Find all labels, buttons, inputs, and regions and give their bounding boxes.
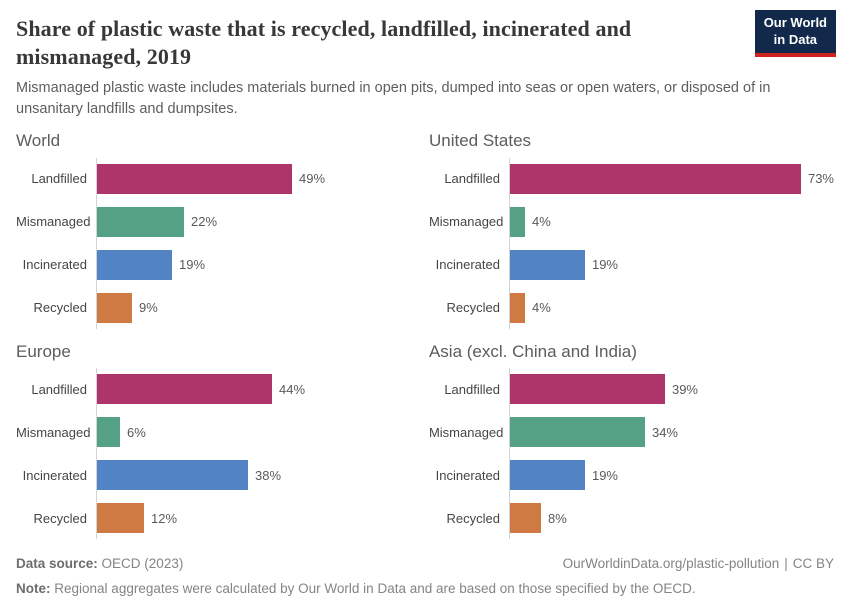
category-label: Incinerated — [22, 467, 87, 483]
owid-url-link[interactable]: OurWorldinData.org/plastic-pollution — [562, 556, 780, 572]
chart-subtitle: Mismanaged plastic waste includes materi… — [16, 80, 771, 118]
bar-incinerated[interactable] — [96, 249, 172, 280]
bar-rows: Landfilled 39% Mismanaged 34% Incinerated 19%… — [428, 368, 834, 540]
value-label: 4% — [531, 300, 551, 316]
bar-row-mismanaged: Mismanaged 34% — [428, 417, 834, 448]
category-label: Mismanaged — [428, 424, 504, 440]
data-source-label: Data source: — [16, 556, 98, 572]
value-label: 19% — [591, 467, 618, 483]
panel-europe: Europe Landfilled 44% Mismanaged 6% Incinera… — [16, 342, 409, 540]
bar-row-recycled: Recycled 8% — [429, 503, 834, 534]
category-label: Landfilled — [31, 381, 87, 397]
bar-row-incinerated: Incinerated 38% — [16, 460, 409, 491]
bar-rows: Landfilled 49% Mismanaged 22% Incinerated 19%… — [16, 157, 409, 329]
panel-world: World Landfilled 49% Mismanaged 22% Incinera… — [16, 131, 409, 329]
panel-title-united-states: United States — [428, 131, 532, 151]
owid-logo-line2: in Data — [773, 31, 818, 47]
value-label: 12% — [151, 510, 178, 526]
value-label: 73% — [807, 171, 834, 187]
panel-title-europe: Europe — [16, 341, 71, 361]
bar-incinerated[interactable] — [508, 460, 585, 491]
panel-title-asia: Asia (excl. China and India) — [428, 341, 637, 361]
panel-united-states: United States Landfilled 73% Mismanaged 4% I… — [429, 131, 834, 329]
value-label: 9% — [139, 300, 158, 316]
attribution-divider: | — [784, 556, 788, 572]
bar-recycled[interactable] — [508, 503, 541, 534]
bar-row-landfilled: Landfilled 49% — [16, 163, 409, 194]
category-label: Incinerated — [435, 257, 500, 273]
bar-row-incinerated: Incinerated 19% — [16, 249, 409, 280]
chart-title: Share of plastic waste that is recycled,… — [16, 16, 632, 70]
category-label: Recycled — [33, 510, 87, 526]
attribution: OurWorldinData.org/plastic-pollution | CC … — [563, 554, 834, 574]
y-axis-line — [508, 157, 510, 329]
data-source: Data source: OECD (2023) — [16, 554, 183, 574]
bar-incinerated[interactable] — [508, 249, 585, 280]
category-label: Mismanaged — [428, 214, 504, 230]
value-label: 22% — [191, 214, 218, 230]
bar-row-mismanaged: Mismanaged 4% — [428, 206, 834, 237]
bar-row-incinerated: Incinerated 19% — [429, 249, 834, 280]
category-label: Landfilled — [444, 381, 500, 397]
panel-title-world: World — [16, 131, 61, 151]
bar-landfilled[interactable] — [96, 374, 272, 405]
bar-row-recycled: Recycled 9% — [16, 292, 409, 323]
category-label: Recycled — [446, 300, 500, 316]
bar-mismanaged[interactable] — [96, 417, 120, 448]
owid-logo-line1: Our World — [763, 15, 827, 30]
note-label: Note: — [16, 580, 51, 596]
category-label: Landfilled — [444, 171, 500, 187]
data-source-text: OECD (2023) — [101, 556, 184, 572]
value-label: 8% — [547, 510, 567, 526]
bar-landfilled[interactable] — [96, 163, 292, 194]
bar-row-recycled: Recycled 12% — [16, 503, 409, 534]
category-label: Recycled — [446, 510, 500, 526]
footer-note: Note: Regional aggregates were calculate… — [16, 579, 834, 599]
y-axis-line — [508, 368, 510, 540]
bar-mismanaged[interactable] — [96, 206, 184, 237]
category-label: Incinerated — [22, 257, 87, 273]
value-label: 38% — [255, 467, 282, 483]
bar-row-landfilled: Landfilled 44% — [16, 374, 409, 405]
bar-recycled[interactable] — [508, 292, 525, 323]
value-label: 39% — [671, 381, 698, 397]
bar-rows: Landfilled 73% Mismanaged 4% Incinerated 19% R… — [428, 157, 834, 329]
y-axis-line — [96, 157, 97, 329]
category-label: Incinerated — [435, 467, 500, 483]
bar-row-incinerated: Incinerated 19% — [429, 460, 834, 491]
panel-asia: Asia (excl. China and India) Landfilled 3… — [429, 342, 834, 540]
bar-recycled[interactable] — [96, 292, 132, 323]
bar-landfilled[interactable] — [508, 374, 665, 405]
bar-row-mismanaged: Mismanaged 6% — [16, 417, 409, 448]
small-multiples-grid: World Landfilled 49% Mismanaged 22% Incinera… — [16, 131, 834, 540]
bar-row-recycled: Recycled 4% — [429, 292, 834, 323]
category-label: Mismanaged — [16, 214, 91, 230]
bar-row-mismanaged: Mismanaged 22% — [16, 206, 409, 237]
value-label: 44% — [279, 381, 306, 397]
value-label: 34% — [651, 424, 678, 440]
value-label: 6% — [127, 424, 146, 440]
footer: Data source: OECD (2023) OurWorldinData.… — [16, 554, 834, 599]
license-text: CC BY — [792, 556, 834, 572]
bar-recycled[interactable] — [96, 503, 144, 534]
bar-mismanaged[interactable] — [508, 417, 645, 448]
category-label: Mismanaged — [16, 424, 91, 440]
value-label: 19% — [591, 257, 618, 273]
bar-row-landfilled: Landfilled 73% — [429, 163, 834, 194]
y-axis-line — [96, 368, 97, 540]
category-label: Landfilled — [31, 171, 87, 187]
value-label: 4% — [531, 214, 551, 230]
note-text: Regional aggregates were calculated by O… — [54, 580, 696, 596]
bar-row-landfilled: Landfilled 39% — [429, 374, 834, 405]
category-label: Recycled — [33, 300, 87, 316]
value-label: 19% — [179, 257, 206, 273]
bar-landfilled[interactable] — [508, 163, 801, 194]
owid-logo[interactable]: Our World in Data — [754, 10, 836, 57]
bar-mismanaged[interactable] — [508, 206, 525, 237]
value-label: 49% — [299, 171, 326, 187]
bar-rows: Landfilled 44% Mismanaged 6% Incinerated 38% R… — [16, 368, 409, 540]
bar-incinerated[interactable] — [96, 460, 248, 491]
